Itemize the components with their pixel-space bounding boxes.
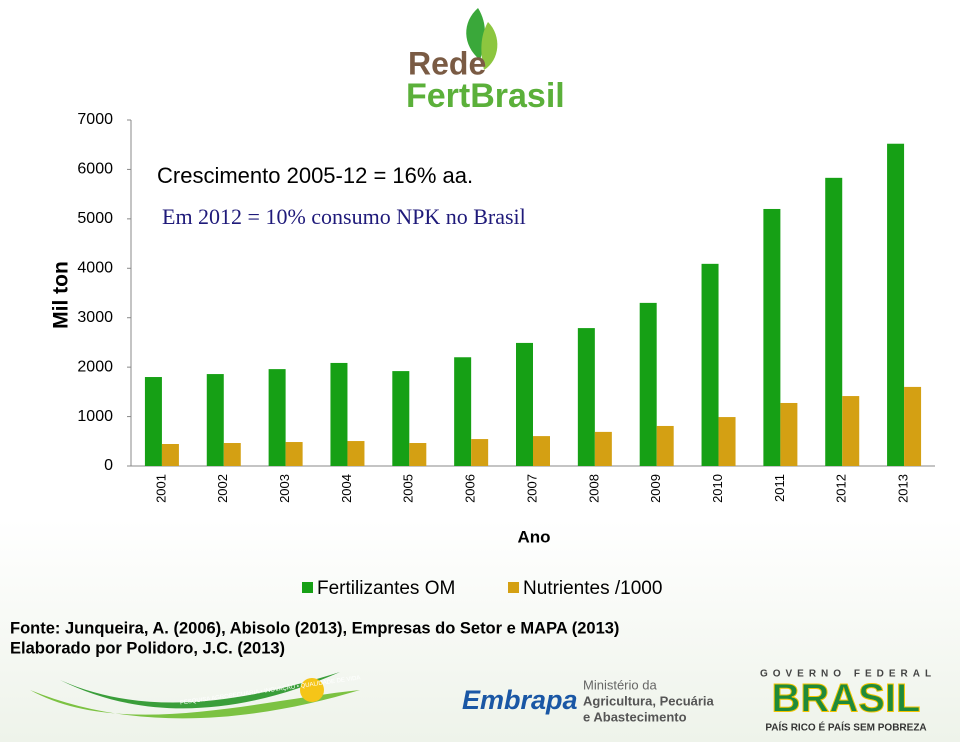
bar [904, 386, 922, 466]
bar [161, 444, 179, 466]
logo-text: Rede [408, 45, 486, 81]
ministry-text: Agricultura, Pecuária [583, 693, 715, 708]
bar [454, 357, 472, 466]
annotation: Em 2012 = 10% consumo NPK no Brasil [162, 204, 526, 229]
bar [577, 328, 595, 466]
bar [285, 442, 303, 466]
y-tick-label: 6000 [77, 161, 113, 178]
annotation: Crescimento 2005-12 = 16% aa. [157, 163, 473, 188]
y-tick-label: 5000 [77, 210, 113, 227]
y-tick-label: 0 [104, 457, 113, 474]
x-tick-label: 2003 [277, 474, 292, 503]
x-tick-label: 2006 [463, 474, 478, 503]
bar [780, 402, 798, 466]
bar [268, 369, 286, 466]
bar [825, 177, 843, 466]
x-tick-label: 2005 [401, 474, 416, 503]
legend-swatch [508, 582, 519, 593]
source: Elaborado por Polidoro, J.C. (2013) [10, 639, 285, 657]
bar [409, 443, 427, 466]
bar [392, 371, 410, 466]
logo-leaf [481, 22, 498, 70]
x-tick-label: 2004 [339, 474, 354, 503]
bar [516, 342, 533, 466]
bar [144, 377, 162, 466]
x-tick-label: 2013 [896, 474, 911, 503]
footer-swoosh [30, 690, 360, 719]
x-tick-label: 2009 [648, 474, 663, 503]
x-tick-label: 2010 [710, 474, 725, 503]
x-tick-label: 2001 [153, 474, 168, 503]
ministry-text: Ministério da [583, 677, 657, 692]
bar [763, 208, 781, 466]
y-tick-label: 1000 [77, 408, 113, 425]
y-tick-label: 4000 [77, 260, 113, 277]
y-axis-label: Mil ton [50, 261, 73, 329]
x-tick-label: 2012 [834, 474, 849, 503]
bar [887, 143, 905, 466]
ministry-text: e Abastecimento [583, 709, 687, 724]
legend-label: Fertilizantes OM [317, 578, 455, 599]
legend-label: Nutrientes /1000 [523, 578, 662, 599]
y-tick-label: 3000 [77, 309, 113, 326]
legend: Fertilizantes OM Nutrientes /1000 [302, 578, 662, 599]
brasil-logo: BRASIL [772, 677, 921, 721]
logo-leaf [466, 8, 485, 60]
bar [639, 302, 657, 466]
y-tick-label: 2000 [77, 358, 113, 375]
x-axis-label: Ano [517, 527, 550, 546]
gov-text: GOVERNO FEDERAL [760, 669, 936, 680]
x-tick-label: 2007 [524, 474, 539, 503]
bar [347, 441, 365, 466]
x-tick-label: 2011 [772, 474, 787, 502]
bar [594, 431, 612, 466]
logo-text: FertBrasil [406, 77, 565, 115]
bar [330, 362, 348, 466]
embrapa-logo: Embrapa [462, 685, 578, 715]
bar [223, 443, 241, 466]
bar [656, 425, 674, 466]
motto: PAÍS RICO É PAÍS SEM POBREZA [765, 721, 926, 734]
footer-sun [300, 678, 324, 702]
bar [842, 396, 860, 466]
bar [533, 436, 550, 466]
legend-swatch [302, 582, 313, 593]
source: Fonte: Junqueira, A. (2006), Abisolo (20… [10, 619, 619, 637]
y-tick-label: 7000 [77, 111, 113, 128]
x-tick-label: 2002 [215, 474, 230, 503]
bar [471, 439, 489, 466]
x-tick-label: 2008 [586, 474, 601, 503]
bar [701, 263, 719, 466]
bar [206, 374, 224, 466]
footer-swoosh [60, 672, 340, 709]
bar [718, 417, 736, 466]
